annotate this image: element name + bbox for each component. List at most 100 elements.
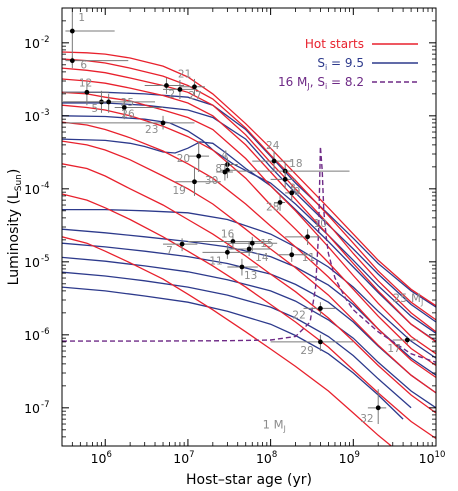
data-point-6: 6	[65, 56, 129, 72]
data-point-2: 2	[144, 77, 185, 101]
hot-start-track	[62, 78, 436, 343]
point-marker	[160, 120, 166, 126]
hot-start-track	[62, 104, 436, 367]
point-marker	[277, 200, 283, 205]
data-point-28: 28	[266, 195, 286, 213]
point-marker	[249, 240, 255, 246]
point-marker	[375, 405, 381, 411]
data-point-19: 19	[172, 166, 221, 197]
legend: Hot starts Si = 9.5 16 MJ, Si = 8.2	[278, 37, 418, 91]
y-tick-exponent: -2	[41, 35, 49, 45]
data-point-3: 3	[270, 170, 296, 194]
point-marker	[196, 153, 202, 159]
data-point-13: 13	[227, 258, 258, 282]
x-tick-label: 108	[256, 450, 277, 466]
x-tick-label: 109	[339, 450, 360, 466]
point-marker	[318, 306, 323, 311]
point-label: 15	[260, 238, 273, 250]
y-tick-label: 10	[24, 255, 40, 270]
warm-start-track	[62, 208, 436, 359]
model-tracks	[62, 51, 436, 446]
point-label: 20	[177, 153, 190, 165]
point-marker	[222, 169, 228, 175]
data-point-11: 11	[202, 245, 253, 267]
axis-titles: Host–star age (yr) Luminosity (LSun)	[6, 169, 312, 488]
special-track-16mj	[62, 146, 436, 363]
point-marker	[230, 239, 236, 244]
data-point-17: 17	[387, 336, 418, 355]
point-label: 4	[221, 150, 228, 162]
hot-start-track	[62, 91, 436, 355]
y-tick-label: 10	[24, 36, 40, 51]
point-label: 26	[121, 109, 135, 121]
warm-start-track	[62, 91, 436, 308]
point-label: 12	[79, 77, 92, 89]
point-label: 7	[166, 245, 173, 257]
data-point-14: 14	[227, 241, 271, 264]
hot-start-track	[62, 58, 436, 321]
data-point-1: 1	[65, 8, 115, 65]
point-marker	[106, 99, 112, 105]
data-point-21: 21	[163, 68, 198, 100]
point-label: 19	[172, 185, 185, 197]
point-label: 29	[300, 345, 313, 357]
legend-label: 16 MJ, Si = 8.2	[278, 75, 364, 91]
x-tick-label: 106	[91, 450, 112, 466]
y-tick-exponent: -3	[41, 108, 49, 118]
data-point-26: 26	[114, 99, 164, 121]
y-tick-label: 10	[24, 328, 40, 343]
hot-start-track	[62, 140, 436, 394]
point-marker	[289, 252, 295, 258]
point-marker	[224, 249, 230, 255]
point-label: 32	[360, 413, 373, 425]
warm-start-track	[62, 286, 404, 420]
x-axis-title: Host–star age (yr)	[186, 472, 312, 488]
data-point-27: 27	[179, 78, 205, 102]
point-label: 11	[302, 252, 315, 264]
point-label: 3	[289, 182, 296, 194]
hot-start-track	[62, 163, 436, 414]
point-marker	[84, 89, 90, 95]
point-label: 28	[266, 201, 279, 213]
data-point-11: 11	[277, 246, 315, 264]
point-label: 24	[266, 140, 280, 152]
x-tick-label: 1010	[419, 450, 446, 466]
point-marker	[318, 339, 323, 345]
mass-label: 1 MJ	[263, 418, 286, 434]
data-point-16: 16	[187, 228, 271, 249]
warm-start-track	[62, 138, 436, 342]
x-tick-label: 107	[173, 450, 194, 466]
point-label: 8	[215, 163, 222, 175]
point-marker	[271, 158, 277, 164]
point-marker	[404, 337, 410, 343]
data-point-23: 23	[62, 115, 195, 136]
legend-item-1: Si = 9.5	[317, 56, 418, 72]
point-marker	[282, 176, 288, 182]
point-label: 2	[168, 89, 175, 101]
point-label: 9	[294, 186, 301, 198]
data-point-7: 7	[163, 238, 198, 257]
warm-start-track	[62, 256, 436, 409]
point-marker	[177, 87, 183, 92]
point-label: 13	[244, 270, 257, 282]
y-tick-label: 10	[24, 401, 40, 416]
point-marker	[239, 264, 245, 270]
point-label: 16	[221, 228, 235, 240]
point-label: 11	[209, 255, 222, 267]
hot-start-track	[62, 67, 436, 333]
legend-label: Hot starts	[305, 37, 364, 51]
y-tick-label: 10	[24, 109, 40, 124]
y-tick-exponent: -5	[41, 254, 49, 264]
warm-start-track	[62, 115, 436, 334]
point-marker	[192, 179, 197, 185]
data-point-24: 24	[252, 140, 292, 171]
hot-start-track	[62, 193, 436, 440]
legend-item-2: 16 MJ, Si = 8.2	[278, 75, 418, 91]
y-tick-exponent: -7	[41, 400, 49, 410]
data-point-20: 20	[177, 141, 210, 173]
hot-start-track	[62, 236, 393, 446]
point-marker	[69, 58, 75, 64]
